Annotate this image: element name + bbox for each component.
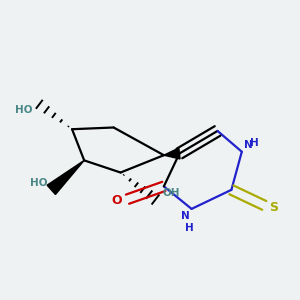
Text: OH: OH [162,188,180,199]
Text: HO: HO [30,178,48,188]
Text: H: H [250,138,258,148]
Polygon shape [164,148,180,159]
Text: H: H [185,223,194,233]
Text: O: O [112,194,122,207]
Text: S: S [269,201,278,214]
Text: HO: HO [15,105,32,115]
Text: N: N [181,211,190,220]
Text: N: N [244,140,252,150]
Polygon shape [47,160,84,194]
